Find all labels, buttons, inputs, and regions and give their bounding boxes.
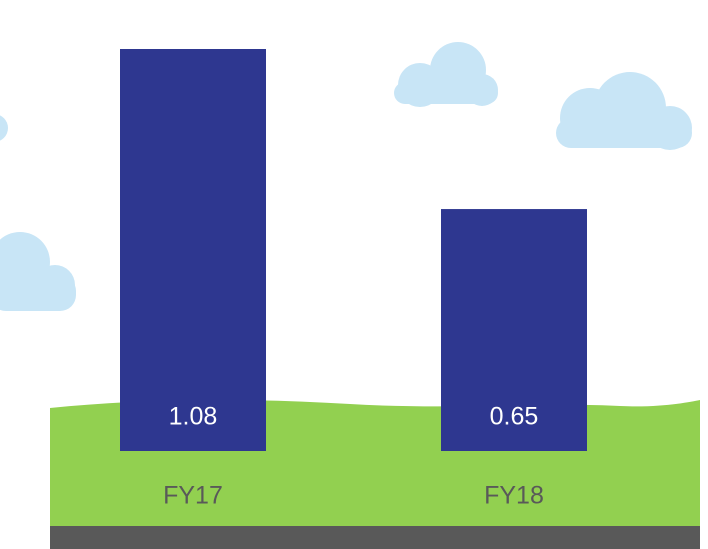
cloud [0, 232, 76, 311]
clouds [0, 42, 692, 311]
data-label: 0.65 [490, 403, 539, 431]
cloud [0, 115, 8, 141]
data-label: 1.08 [169, 403, 218, 431]
cloud [394, 42, 498, 107]
cloud [556, 72, 692, 150]
x-tick-label: FY18 [484, 482, 544, 510]
bar [441, 209, 587, 451]
bar [120, 49, 266, 451]
x-tick-label: FY17 [163, 482, 223, 510]
ground [50, 526, 700, 549]
